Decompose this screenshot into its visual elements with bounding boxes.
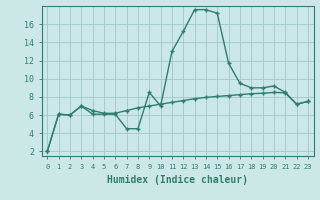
X-axis label: Humidex (Indice chaleur): Humidex (Indice chaleur) xyxy=(107,175,248,185)
